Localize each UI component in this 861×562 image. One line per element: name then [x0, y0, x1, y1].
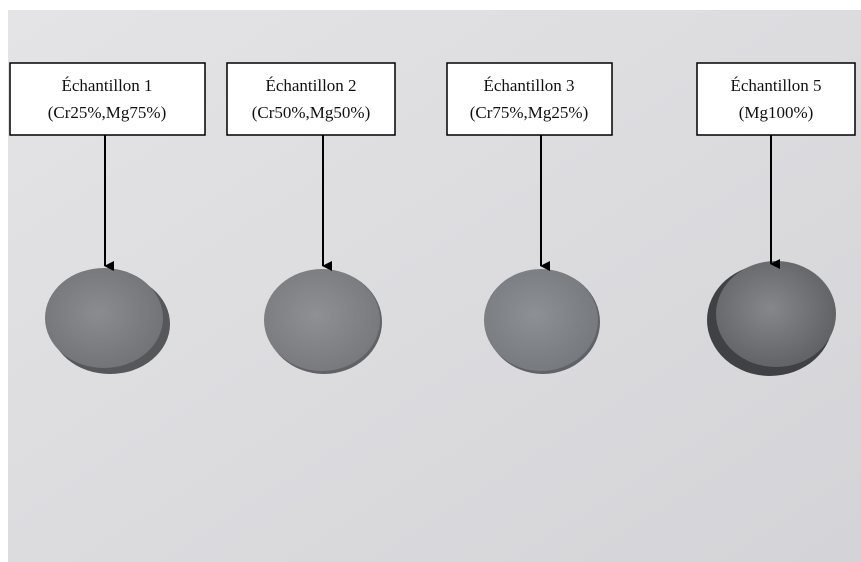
label-box	[227, 63, 395, 135]
label-box	[447, 63, 612, 135]
label-box	[697, 63, 855, 135]
disc	[264, 269, 380, 371]
figure: Échantillon 1 (Cr25%,Mg75%) Échantillon …	[0, 0, 861, 562]
sample-composition: (Mg100%)	[739, 103, 814, 122]
label-box	[10, 63, 205, 135]
sample-name: Échantillon 2	[265, 76, 356, 95]
disc	[484, 269, 598, 371]
sample-composition: (Cr50%,Mg50%)	[252, 103, 371, 122]
sample-name: Échantillon 3	[483, 76, 574, 95]
disc	[45, 268, 163, 368]
disc	[716, 261, 836, 367]
sample-name: Échantillon 5	[730, 76, 821, 95]
sample-composition: (Cr25%,Mg75%)	[48, 103, 167, 122]
sample-composition: (Cr75%,Mg25%)	[470, 103, 589, 122]
sample-name: Échantillon 1	[61, 76, 152, 95]
